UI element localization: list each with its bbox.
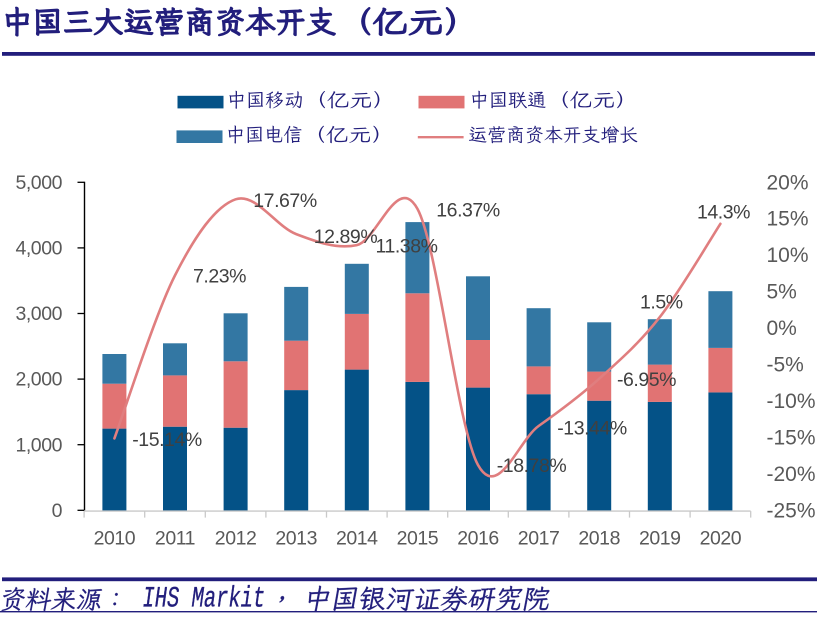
svg-text:1.5%: 1.5% bbox=[640, 292, 683, 314]
svg-text:2014: 2014 bbox=[336, 528, 378, 550]
svg-text:-5%: -5% bbox=[767, 354, 804, 377]
svg-text:2010: 2010 bbox=[94, 528, 136, 550]
svg-text:12.89%: 12.89% bbox=[314, 226, 378, 248]
svg-text:IHS Markit: IHS Markit bbox=[143, 582, 266, 616]
svg-text:2015: 2015 bbox=[397, 528, 439, 550]
svg-text:17.67%: 17.67% bbox=[253, 190, 317, 212]
svg-text:-15%: -15% bbox=[767, 426, 816, 449]
svg-text:10%: 10% bbox=[767, 244, 809, 267]
svg-text:2013: 2013 bbox=[275, 528, 317, 550]
svg-text:2018: 2018 bbox=[578, 528, 620, 550]
svg-text:-25%: -25% bbox=[767, 499, 816, 522]
svg-text:11.38%: 11.38% bbox=[376, 236, 438, 258]
svg-text:-15.14%: -15.14% bbox=[132, 429, 202, 451]
svg-text:-6.95%: -6.95% bbox=[617, 369, 676, 391]
svg-text:5,000: 5,000 bbox=[15, 172, 62, 194]
svg-text:4,000: 4,000 bbox=[15, 238, 62, 260]
svg-text:-13.44%: -13.44% bbox=[557, 418, 627, 440]
svg-text:15%: 15% bbox=[767, 208, 809, 231]
svg-text:2016: 2016 bbox=[457, 528, 499, 550]
svg-text:5%: 5% bbox=[767, 281, 797, 304]
svg-text:2017: 2017 bbox=[518, 528, 560, 550]
svg-text:0%: 0% bbox=[767, 317, 797, 340]
svg-text:1,000: 1,000 bbox=[15, 434, 62, 456]
svg-text:16.37%: 16.37% bbox=[436, 200, 500, 222]
svg-text:0: 0 bbox=[52, 500, 63, 522]
svg-text:2011: 2011 bbox=[155, 528, 195, 550]
svg-text:20%: 20% bbox=[767, 171, 809, 194]
svg-text:2019: 2019 bbox=[639, 528, 681, 550]
svg-text:-18.78%: -18.78% bbox=[497, 455, 567, 477]
svg-text:-10%: -10% bbox=[767, 390, 816, 413]
svg-text:2020: 2020 bbox=[700, 528, 742, 550]
svg-text:-20%: -20% bbox=[767, 463, 816, 486]
svg-text:2012: 2012 bbox=[215, 528, 257, 550]
svg-text:14.3%: 14.3% bbox=[697, 202, 750, 224]
svg-text:2,000: 2,000 bbox=[15, 369, 62, 391]
svg-text:7.23%: 7.23% bbox=[193, 266, 246, 288]
svg-text:3,000: 3,000 bbox=[15, 303, 62, 325]
